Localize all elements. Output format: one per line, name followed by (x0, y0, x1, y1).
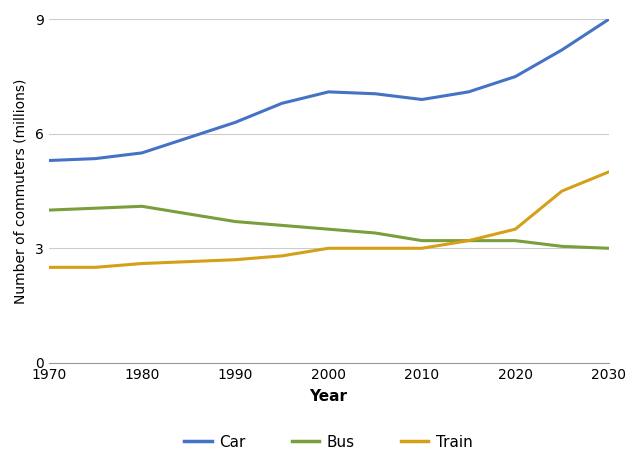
Car (511, 74, 519, 80)
Train (185, 259, 193, 265)
Line: Bus: Bus (49, 206, 609, 248)
Car (278, 100, 286, 106)
Bus (278, 223, 286, 228)
Car (465, 89, 472, 95)
Line: Train: Train (49, 172, 609, 267)
Bus (371, 230, 379, 236)
Train (92, 265, 99, 270)
Train (605, 169, 612, 175)
Y-axis label: Number of commuters (millions): Number of commuters (millions) (14, 79, 28, 304)
Car (558, 47, 566, 53)
Bus (465, 238, 472, 243)
Bus (92, 206, 99, 211)
Bus (605, 246, 612, 251)
Bus (185, 211, 193, 217)
X-axis label: Year: Year (310, 388, 348, 404)
Car (138, 150, 146, 156)
Bus (324, 226, 332, 232)
Bus (232, 219, 239, 224)
Car (232, 120, 239, 125)
Train (465, 238, 472, 243)
Car (418, 97, 426, 102)
Car (605, 17, 612, 22)
Bus (511, 238, 519, 243)
Train (138, 261, 146, 266)
Train (232, 257, 239, 263)
Train (418, 246, 426, 251)
Train (371, 246, 379, 251)
Bus (45, 207, 52, 213)
Car (185, 135, 193, 140)
Bus (558, 244, 566, 249)
Train (324, 246, 332, 251)
Train (558, 188, 566, 194)
Car (45, 158, 52, 163)
Bus (418, 238, 426, 243)
Train (278, 253, 286, 259)
Car (371, 91, 379, 97)
Car (324, 89, 332, 95)
Line: Car: Car (49, 20, 609, 160)
Legend: Car, Bus, Train: Car, Bus, Train (179, 429, 479, 456)
Train (45, 265, 52, 270)
Bus (138, 204, 146, 209)
Train (511, 226, 519, 232)
Car (92, 156, 99, 161)
